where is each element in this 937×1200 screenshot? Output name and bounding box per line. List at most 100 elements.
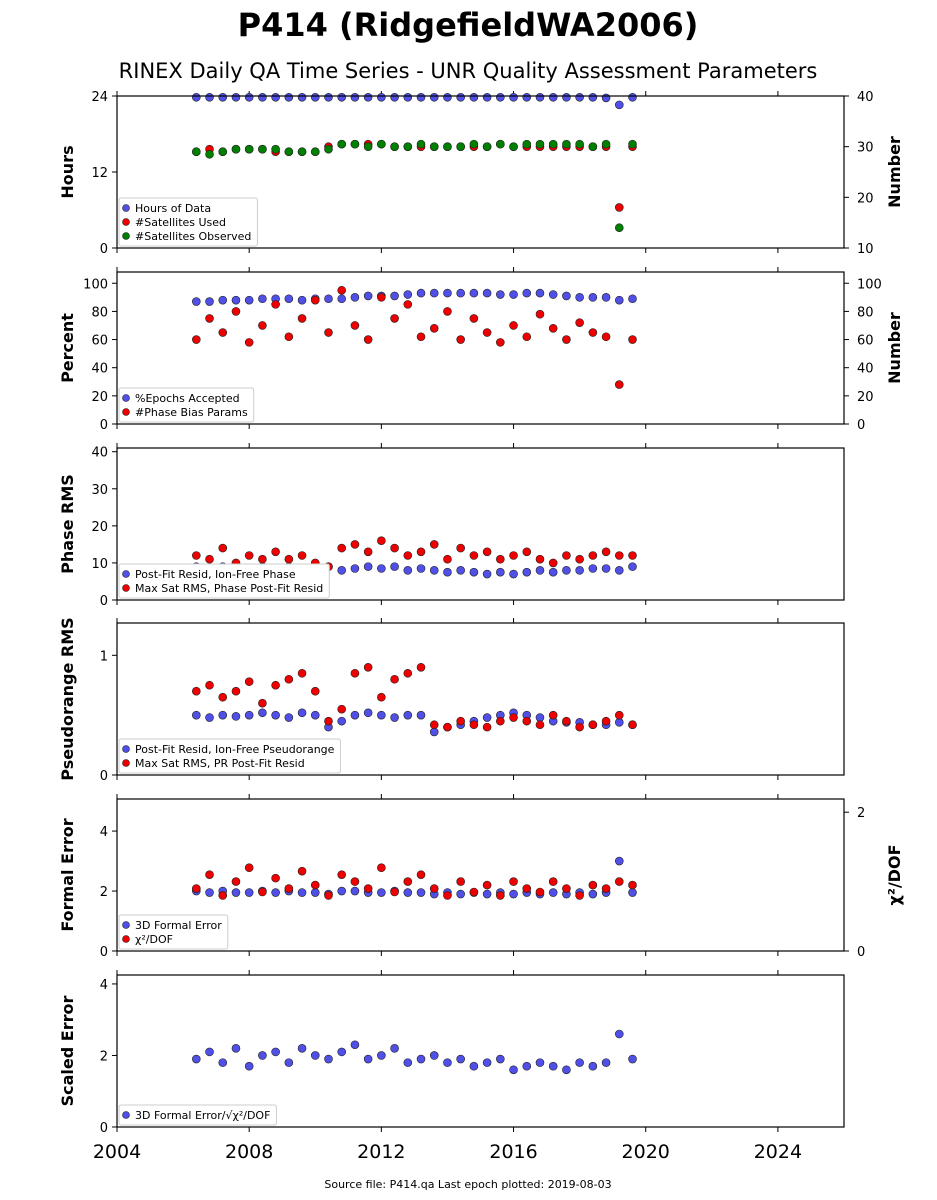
data-point — [363, 142, 373, 151]
data-point — [522, 716, 532, 726]
data-point — [509, 889, 518, 899]
y2-tick-label: 2 — [857, 806, 865, 821]
data-point — [496, 716, 505, 726]
data-point — [284, 554, 294, 564]
data-point — [192, 884, 201, 893]
data-point — [244, 863, 254, 873]
legend-marker — [122, 394, 130, 402]
data-point — [509, 142, 518, 151]
y2-axis-label: Number — [885, 312, 904, 384]
data-point — [324, 716, 333, 726]
data-point — [244, 338, 254, 347]
data-point — [522, 288, 532, 298]
data-point — [244, 92, 254, 102]
data-point — [350, 564, 360, 573]
y-tick-label: 30 — [91, 483, 108, 498]
y-tick-label: 0 — [100, 945, 108, 960]
data-point — [218, 710, 228, 720]
legend-marker — [122, 759, 130, 767]
data-point — [244, 888, 254, 897]
legend-label: Post-Fit Resid, Ion-Free Phase — [135, 568, 296, 581]
data-point — [192, 147, 201, 157]
data-point — [429, 566, 439, 575]
data-point — [614, 856, 624, 866]
data-point — [350, 877, 360, 886]
y-tick-label: 100 — [83, 277, 108, 292]
data-point — [429, 540, 439, 549]
data-point — [231, 877, 241, 886]
data-point — [535, 554, 545, 564]
data-point — [509, 92, 518, 102]
data-point — [628, 92, 637, 102]
data-point — [443, 554, 452, 564]
data-point — [271, 144, 280, 154]
data-point — [456, 877, 465, 886]
data-point — [575, 92, 584, 102]
data-point — [377, 139, 386, 149]
y-axis-label: Formal Error — [58, 818, 77, 931]
y2-tick-label: 80 — [857, 305, 874, 320]
data-point — [218, 891, 228, 900]
data-point — [548, 567, 558, 577]
data-point — [403, 92, 413, 102]
legend-marker — [122, 218, 130, 226]
y-axis-label: Scaled Error — [58, 996, 77, 1107]
data-point — [562, 92, 571, 102]
data-point — [258, 887, 267, 897]
data-point — [390, 291, 399, 301]
data-point — [377, 692, 386, 702]
x-tick-label: 2008 — [225, 1141, 273, 1163]
data-point — [205, 680, 214, 690]
data-point — [429, 727, 439, 737]
data-point — [575, 566, 584, 575]
data-point — [363, 1054, 373, 1064]
data-point — [614, 718, 624, 727]
data-point — [271, 547, 280, 557]
data-point — [297, 551, 307, 560]
data-point — [390, 887, 399, 897]
data-point — [469, 720, 479, 730]
data-point — [310, 888, 320, 897]
data-point — [390, 674, 399, 684]
data-point — [363, 884, 373, 893]
data-point — [601, 884, 611, 893]
figure-title: P414 (RidgefieldWA2006) — [238, 6, 699, 44]
data-point — [548, 1061, 558, 1071]
data-point — [271, 888, 280, 897]
legend-label: 3D Formal Error — [135, 919, 222, 932]
data-point — [192, 551, 201, 560]
data-point — [575, 554, 584, 564]
data-point — [324, 144, 333, 154]
data-point — [628, 888, 637, 897]
data-point — [443, 92, 452, 102]
data-point — [456, 543, 465, 553]
data-point — [403, 877, 413, 886]
data-point — [509, 290, 518, 299]
data-point — [522, 92, 532, 102]
data-point — [284, 92, 294, 102]
data-point — [562, 335, 571, 344]
data-point — [377, 863, 386, 873]
data-point — [390, 713, 399, 722]
plot-frame — [116, 271, 845, 425]
data-point — [377, 888, 386, 897]
data-point — [310, 147, 320, 157]
y-tick-label: 2 — [100, 1049, 108, 1064]
y-tick-label: 20 — [91, 520, 108, 535]
data-point — [588, 328, 598, 337]
data-point — [496, 290, 505, 299]
data-point — [337, 294, 347, 304]
data-point — [350, 321, 360, 330]
data-point — [377, 92, 386, 102]
data-point — [297, 668, 307, 678]
data-point — [456, 335, 465, 344]
y-tick-label: 0 — [100, 418, 108, 433]
data-point — [377, 710, 386, 720]
data-point — [271, 300, 280, 309]
data-point — [310, 686, 320, 696]
data-point — [496, 92, 505, 102]
data-point — [416, 288, 426, 298]
data-point — [192, 335, 201, 344]
data-point — [482, 1058, 492, 1067]
